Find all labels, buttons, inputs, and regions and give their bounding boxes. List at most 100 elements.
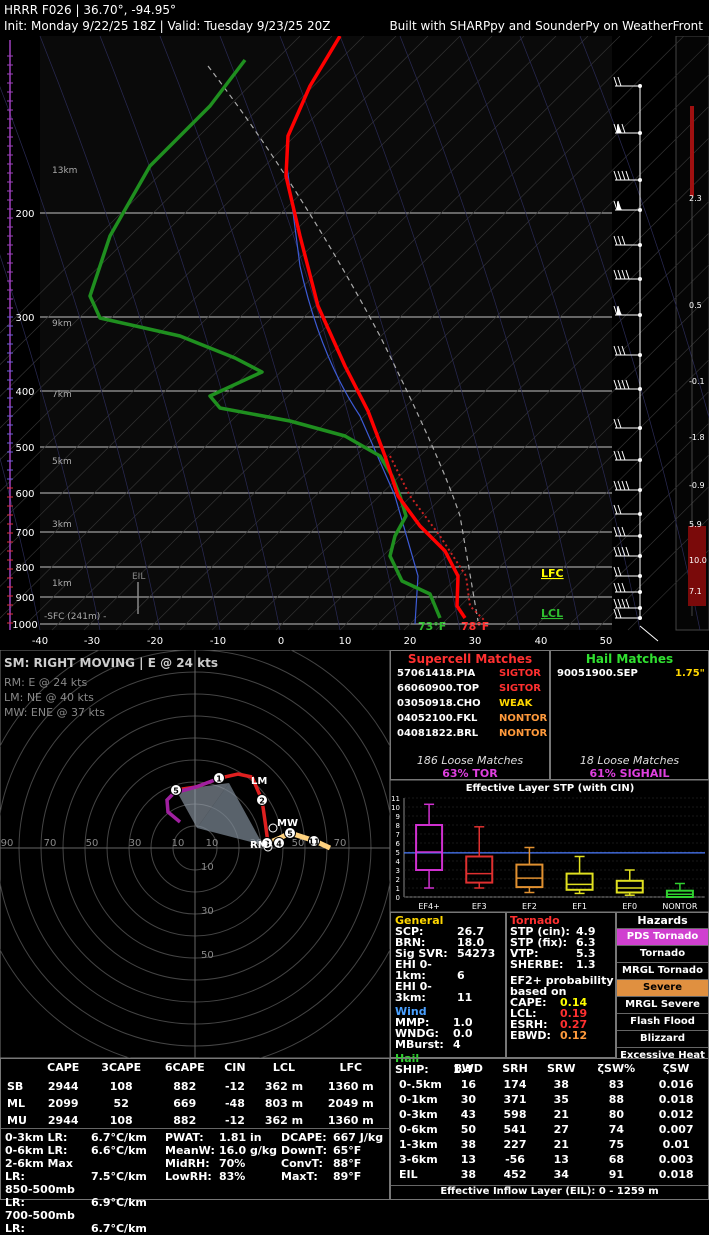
- kinematic-header: ζSW%: [597, 1062, 636, 1075]
- barb-feather: [613, 608, 618, 619]
- barb-feather: [613, 76, 618, 87]
- kinematic-cell: 27: [553, 1123, 569, 1136]
- barb-feather: [613, 418, 618, 429]
- thermo-table: CAPE 3CAPE 6CAPE CIN LCL LFC SB 2944 108 882 -12 36…: [3, 1061, 387, 1129]
- general-panel: General SCP: 26.7 BRN: 18.0 Sig SVR: 54273 EHI…: [390, 912, 506, 1075]
- hodo-ring-label: 10: [206, 838, 219, 849]
- isotherm: [179, 105, 709, 631]
- mw-motion: MW: ENE @ 37 kts: [4, 706, 105, 719]
- barb-feather: [617, 526, 622, 537]
- barb-feather: [621, 582, 626, 593]
- stp-box: [565, 872, 594, 891]
- hodo-ring-label: 30: [250, 838, 263, 849]
- match-category: WEAK: [499, 698, 533, 709]
- kinematic-cell: 50: [460, 1123, 477, 1136]
- supercell-prob: 63% TOR: [442, 767, 498, 780]
- match-id: 03050918.CHO: [397, 698, 481, 709]
- stp-ytick: 10: [391, 804, 400, 812]
- isotherm: [307, 232, 709, 631]
- kinematic-panel: BWD SRH SRW ζSW% ζSW 0-.5km 16 174 38 83 0.016 0-1k…: [390, 1058, 709, 1200]
- kinematic-cell: 0.007: [658, 1123, 694, 1136]
- hodo-ring-label: 50: [292, 838, 305, 849]
- isotherm: [0, 36, 557, 587]
- supercell-loose: 186 Loose Matches: [416, 754, 524, 767]
- ef2-row: CAPE: 0.14: [510, 997, 615, 1008]
- profile-label: -1.8: [689, 433, 705, 442]
- barb-feather: [617, 480, 622, 491]
- kinematic-cell: 0.016: [658, 1078, 694, 1091]
- hodo-height-marker: [284, 827, 296, 839]
- barb-feather: [621, 123, 626, 134]
- lapse-row: 850-500mb LR: 6.9°C/km: [5, 1183, 147, 1209]
- hodo-lm-label: LM: [251, 776, 267, 787]
- param-value: 1.3: [576, 958, 596, 971]
- thermo-header: LFC: [339, 1061, 363, 1074]
- stp-ytick: 0: [396, 894, 400, 902]
- isotherm: [0, 36, 333, 366]
- hodo-height-marker: [256, 794, 268, 806]
- stp-title: Effective Layer STP (with CIN): [466, 783, 635, 794]
- kinematic-table: BWD SRH SRW ζSW% ζSW 0-.5km 16 174 38 83 0.016 0-1k…: [393, 1060, 705, 1182]
- profile-label: 5.9: [689, 520, 702, 529]
- layer-name: 3-6km: [399, 1153, 438, 1166]
- param-value: 5.3: [576, 947, 596, 960]
- lapse-row: 700-500mb LR: 6.7°C/km: [5, 1209, 147, 1235]
- barb-feather: [613, 566, 618, 577]
- hodo-segment: [250, 776, 270, 844]
- kinematic-header: SRW: [546, 1062, 576, 1075]
- thermo-cell: 803 m: [264, 1097, 304, 1110]
- thermo-header: CAPE: [47, 1061, 80, 1074]
- dry-adiabat: [39, 36, 221, 631]
- profile-label: 2.3: [689, 194, 702, 203]
- wind-row: MMP: 1.0: [395, 1017, 505, 1028]
- isotherm: [83, 36, 685, 631]
- barb-feather: [613, 546, 618, 557]
- param-key: EHI 0-1km:: [395, 958, 432, 982]
- hail-title: Hail Matches: [585, 652, 674, 666]
- eil-label: EIL: [132, 572, 145, 582]
- supercell-list: 57061418.PIA SIGTOR 66060900.TOP SIGTOR 0305…: [391, 666, 549, 741]
- param-value: 6.6°C/km: [91, 1144, 147, 1157]
- param-key: ESRH:: [510, 1018, 548, 1031]
- misc-row: DCAPE: 667 J/kg: [281, 1131, 383, 1144]
- barb-feather: [617, 418, 622, 429]
- hazard-mrgl-tornado: MRGL Tornado: [617, 962, 708, 979]
- thermo-header: CIN: [224, 1061, 246, 1074]
- match-id: 90051900.SEP: [557, 668, 638, 679]
- general-title: General: [395, 914, 444, 927]
- param-value: 0.0: [453, 1027, 473, 1040]
- barb-feather: [625, 480, 630, 491]
- tornado-title: Tornado: [510, 914, 560, 927]
- skewt-grid: [0, 36, 709, 631]
- lm-motion: LM: NE @ 40 kts: [4, 691, 94, 704]
- supercell-match-row: 57061418.PIA SIGTOR: [397, 666, 549, 681]
- barb-feather: [621, 379, 626, 390]
- pressure-tick: 200: [15, 209, 34, 220]
- profile-label: 0.5: [689, 301, 702, 310]
- barb-feather: [613, 450, 618, 461]
- tornado-row: STP (fix): 6.3: [510, 937, 615, 948]
- kinematic-cell: 38: [553, 1078, 569, 1091]
- ef2-row: ESRH: 0.27: [510, 1019, 615, 1030]
- dewpoint-trace: [88, 58, 442, 619]
- moisture-row: MeanW: 16.0 g/kg: [165, 1144, 277, 1157]
- stp-category-label: EF3: [472, 902, 487, 911]
- barb-feather: [625, 598, 630, 609]
- param-value: 89°F: [333, 1170, 362, 1183]
- ef2-title: EF2+ probability based on: [510, 974, 614, 998]
- stp-ytick: 1: [396, 885, 400, 893]
- thermo-cell: 1360 m: [327, 1080, 374, 1093]
- param-value: 6.7°C/km: [91, 1222, 147, 1235]
- param-key: EBWD:: [510, 1029, 551, 1042]
- thermo-cell: 2944: [47, 1114, 79, 1127]
- hail-list: 90051900.SEP 1.75": [551, 666, 708, 681]
- thermo-cell: 2049 m: [327, 1097, 374, 1110]
- barb-feather: [613, 170, 618, 181]
- kinematic-cell: 541: [503, 1123, 527, 1136]
- profile-label: -0.1: [689, 377, 705, 386]
- storm-motion-title: SM: RIGHT MOVING | E @ 24 kts: [4, 656, 218, 670]
- kinematic-cell: 371: [503, 1093, 527, 1106]
- param-value: 1.0: [453, 1016, 473, 1029]
- hodo-height-label: 1: [216, 775, 222, 784]
- thermo-cell: 108: [109, 1114, 133, 1127]
